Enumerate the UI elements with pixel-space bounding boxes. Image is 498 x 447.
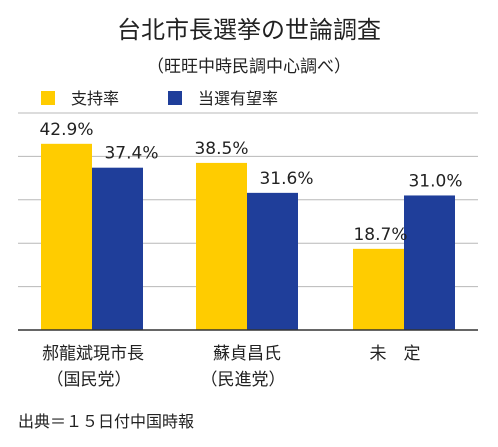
bar-2-3 <box>404 195 455 330</box>
data-label-1-3: 18.7% <box>353 225 407 245</box>
data-label-1-1: 42.9% <box>39 120 93 140</box>
category-label-2-line-2: （民進党） <box>201 370 286 390</box>
data-label-1-2: 38.5% <box>194 139 248 159</box>
bars <box>41 143 455 330</box>
chart-subtitle: （旺旺中時民調中心調べ） <box>147 57 351 77</box>
bar-2-1 <box>92 167 143 330</box>
legend-swatch-1 <box>41 91 55 105</box>
legend-label-1: 支持率 <box>71 89 119 108</box>
category-labels: 郝龍斌現市長 （国民党） 蘇貞昌氏 （民進党） 未 定 <box>42 344 421 390</box>
category-label-1-line-1: 郝龍斌現市長 <box>42 344 144 364</box>
legend-swatch-2 <box>168 91 182 105</box>
value-labels: 42.9% 37.4% 38.5% 31.6% 18.7% 31.0% <box>39 120 462 245</box>
bar-1-1 <box>41 143 92 330</box>
legend: 支持率 当選有望率 <box>41 89 278 108</box>
category-label-1-line-2: （国民党） <box>47 370 132 390</box>
bar-1-2 <box>196 162 247 330</box>
chart-title: 台北市長選挙の世論調査 <box>117 16 381 44</box>
category-label-2-line-1: 蘇貞昌氏 <box>213 344 281 364</box>
data-label-2-3: 31.0% <box>408 171 462 191</box>
data-label-2-2: 31.6% <box>259 169 313 189</box>
legend-label-2: 当選有望率 <box>198 89 278 108</box>
category-label-3-line-1: 未 定 <box>370 344 421 364</box>
data-label-2-1: 37.4% <box>104 144 158 164</box>
bar-2-2 <box>247 192 298 330</box>
source-note: 出典＝１５日付中国時報 <box>18 412 194 431</box>
bar-1-3 <box>353 248 404 330</box>
